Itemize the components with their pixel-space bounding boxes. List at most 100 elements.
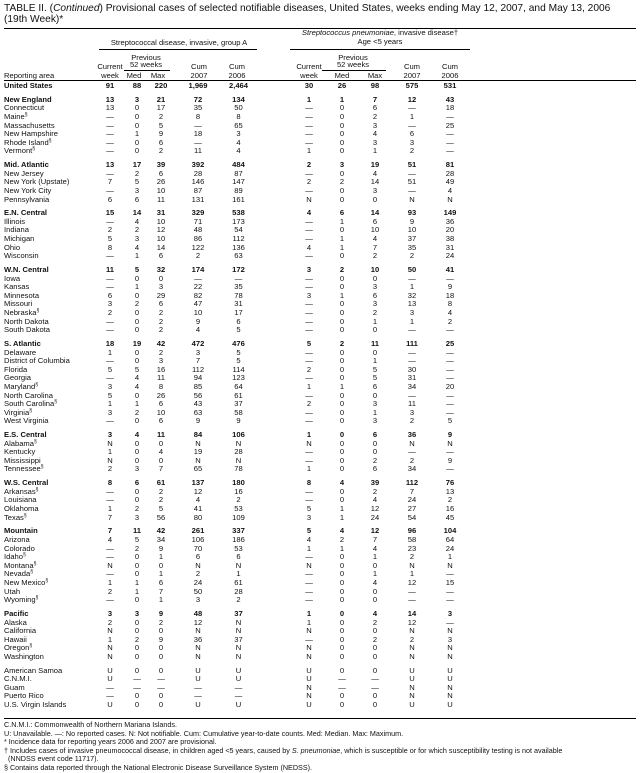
spn-cum-2006: N (447, 682, 453, 692)
sga-cum-2007: 80 (193, 512, 203, 522)
column-gap (254, 479, 294, 488)
table-row: New Mexico§ 1 1 6 24 61 — 0 4 12 15 (4, 578, 466, 588)
sga-cum-2007: 3 (195, 595, 201, 605)
sga-med: 5 (134, 364, 140, 374)
spn-current-week: 2 (306, 364, 312, 374)
sga-med: 17 (132, 160, 142, 170)
sga-current-week: 1 (107, 347, 113, 357)
sga-cum-2006: 5 (236, 325, 241, 335)
reporting-area: Puerto Rico (4, 692, 95, 701)
column-gap (254, 675, 294, 684)
sga-med: 0 (134, 691, 140, 701)
spn-med: 0 (339, 399, 345, 409)
table-row: Illinois — 4 10 71 173 — 1 6 9 36 (4, 217, 466, 227)
column-gap (254, 300, 294, 309)
sga-cum-2006: 4 (236, 146, 241, 156)
sga-cum-2007: 7 (195, 356, 201, 366)
sga-med: 0 (134, 111, 140, 121)
spn-med: 0 (339, 390, 345, 400)
spn-cum-2006: 25 (445, 338, 455, 348)
sga-cum-2006: 476 (232, 338, 245, 348)
sga-cum-2007: 84 (193, 430, 203, 440)
column-gap (254, 667, 294, 676)
sga-med: 0 (134, 137, 140, 147)
spn-current-week: 4 (306, 208, 312, 218)
spn-med: 0 (339, 168, 345, 178)
hdr-max-a: Max (150, 71, 166, 80)
spn-med: 2 (339, 177, 345, 187)
reporting-area: Arizona (4, 535, 95, 545)
sga-cum-2007: 48 (193, 608, 203, 618)
area-name: S. Atlantic (4, 338, 41, 348)
footnote-marker: § (29, 407, 32, 414)
spn-med: 6 (339, 208, 345, 218)
spn-cum-2007: — (408, 447, 416, 457)
column-gap (254, 366, 294, 375)
spn-cum-2007: 112 (405, 478, 419, 488)
spn-current-week: 5 (306, 526, 312, 536)
sga-cum-2006: 2 (236, 595, 241, 605)
footnote-marker: § (36, 308, 40, 314)
spn-cum-2007: 50 (407, 265, 417, 275)
sga-max: 42 (156, 338, 166, 348)
sga-cum-2007: 472 (191, 338, 205, 348)
spn-cum-2007: 32 (407, 290, 417, 300)
sga-cum-2007: 6 (195, 552, 201, 562)
spn-max: 14 (370, 177, 380, 187)
sga-max: 61 (156, 478, 166, 488)
sga-current-week: 5 (107, 390, 113, 400)
sga-med: 0 (134, 290, 140, 300)
sga-cum-2007: — (194, 682, 202, 692)
spn-cum-2006: 13 (445, 486, 455, 496)
sga-max: 3 (158, 356, 164, 366)
sga-cum-2007: N (195, 626, 201, 636)
spn-current-week: — (305, 251, 313, 261)
sga-max: 9 (158, 543, 164, 553)
table-row: Rhode Island§ — 0 6 — 4 — 0 3 3 — (4, 137, 466, 148)
spn-med: 2 (339, 338, 345, 348)
area-name: W.N. Central (4, 265, 49, 275)
column-gap (254, 104, 294, 113)
table-row: Mountain 7 11 42 261 337 5 4 12 96 104 (4, 527, 466, 536)
spn-cum-2006: 3 (447, 608, 453, 618)
sga-max: 12 (156, 225, 166, 235)
table-row: Utah 2 1 7 50 28 — 0 0 — — (4, 587, 466, 597)
spn-cum-2006: N (447, 438, 453, 448)
table-row: Missouri 3 2 6 47 31 — 0 3 13 8 (4, 300, 466, 309)
table-row: Montana§ N 0 0 N N N 0 0 N N (4, 560, 466, 571)
footnote-section: § Contains data reported through the Nat… (4, 762, 313, 772)
reporting-area: Idaho§ (4, 552, 95, 562)
header-rule (4, 80, 636, 81)
spn-current-week: — (305, 168, 313, 178)
table-row: West Virginia — 0 6 9 9 — 0 3 2 5 (4, 417, 466, 426)
spn-max: 4 (372, 608, 378, 618)
sga-current-week: — (106, 185, 114, 195)
reporting-area: Oklahoma (4, 504, 95, 514)
spn-med: 0 (339, 251, 345, 261)
table-row: Tennessee§ 2 3 7 65 78 1 0 6 34 — (4, 465, 466, 474)
sga-cum-2007: N (195, 455, 201, 465)
spn-cum-2007: — (408, 347, 416, 357)
spn-cum-2006: 4 (447, 308, 453, 317)
sga-med: 0 (134, 273, 140, 283)
sga-med: 3 (134, 234, 140, 244)
area-name: Montana (4, 560, 34, 570)
sga-med: 2 (134, 407, 140, 417)
spn-med: 1 (339, 234, 345, 244)
spn-med: 0 (339, 299, 345, 309)
hdr-med-a: Med (126, 71, 142, 80)
spn-med: 0 (339, 356, 345, 366)
reporting-area: North Carolina (4, 391, 95, 401)
spn-max: 0 (372, 626, 378, 636)
spn-cum-2007: 3 (409, 137, 415, 147)
sga-cum-2006: 3 (236, 129, 241, 139)
spn-max: 2 (372, 617, 378, 627)
sga-cum-2006: 484 (232, 160, 245, 170)
sga-med: 0 (134, 560, 140, 570)
spn-cum-2006: — (446, 617, 454, 627)
sga-current-week: — (106, 137, 114, 147)
sga-med: 0 (134, 455, 140, 465)
spn-max: 5 (372, 364, 378, 374)
spn-cum-2007: N (409, 438, 415, 448)
spn-cum-2006: 2 (447, 495, 453, 505)
